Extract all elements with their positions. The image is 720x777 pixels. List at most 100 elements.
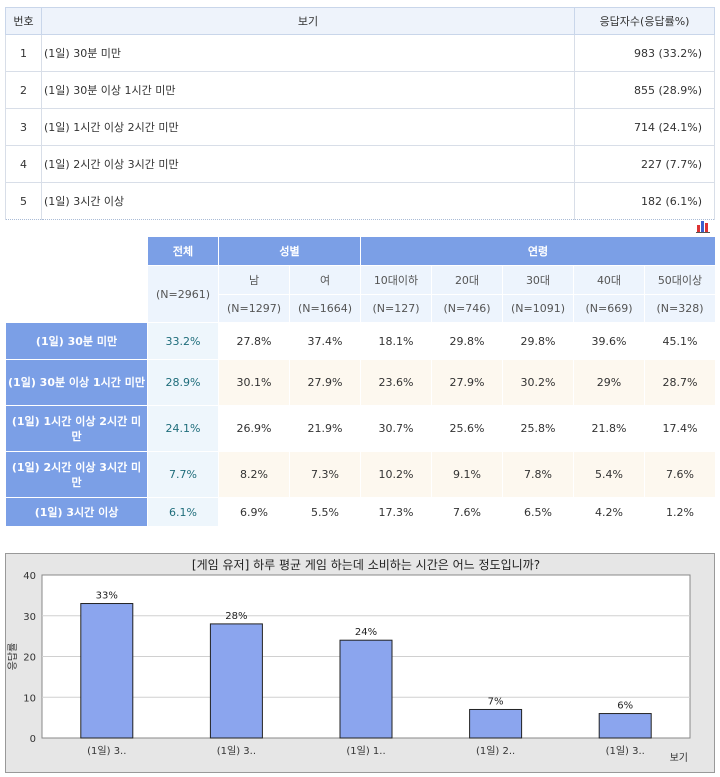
crosstab-cell: 18.1% [360,322,432,360]
crosstab-column-n: (N=1297) [218,294,290,323]
crosstab-cell: 30.2% [502,359,574,406]
row-option-label: (1일) 30분 이상 1시간 미만 [41,71,575,109]
crosstab-column-header: 30대 [502,265,574,295]
bar-chart: [게임 유저] 하루 평균 게임 하는데 소비하는 시간은 어느 정도입니까? 0… [5,553,715,773]
bar-chart-icon[interactable] [696,219,710,233]
chart-title: [게임 유저] 하루 평균 게임 하는데 소비하는 시간은 어느 정도입니까? [192,558,540,572]
bar-data-label: 33% [96,591,118,602]
crosstab-total-cell: 28.9% [147,359,219,406]
table-row: 3 (1일) 1시간 이상 2시간 미만 714 (24.1%) [5,108,715,146]
crosstab-cell: 7.8% [502,451,574,498]
crosstab-cell: 29% [573,359,645,406]
crosstab-cell: 29.8% [431,322,503,360]
crosstab-cell: 27.9% [431,359,503,406]
crosstab-row-label: (1일) 2시간 이상 3시간 미만 [5,451,148,498]
crosstab-column-header: 남 [218,265,290,295]
crosstab-cell: 17.4% [644,405,716,452]
bar-data-label: 6% [617,701,633,712]
row-response: 983 (33.2%) [574,34,715,72]
bar [469,708,523,739]
x-tick-label: (1일) 1.. [346,745,385,757]
y-axis-label: 응답률 [7,643,19,671]
header-count: 응답자수(응답률%) [574,7,715,35]
crosstab-column-n: (N=127) [360,294,432,323]
row-response: 182 (6.1%) [574,182,715,220]
bar-data-label: 7% [488,696,504,707]
crosstab-gender-header: 성별 [218,236,361,266]
crosstab-column-header: 50대이상 [644,265,716,295]
crosstab-row-label: (1일) 1시간 이상 2시간 미만 [5,405,148,452]
bar-data-label: 28% [225,611,247,622]
crosstab-cell: 5.4% [573,451,645,498]
table-row: 2 (1일) 30분 이상 1시간 미만 855 (28.9%) [5,71,715,109]
x-tick-label: (1일) 2.. [476,745,515,757]
bar [80,603,134,739]
crosstab-cell: 8.2% [218,451,290,498]
crosstab-cell: 25.6% [431,405,503,452]
header-no: 번호 [5,7,42,35]
crosstab-cell: 1.2% [644,497,716,527]
row-response: 227 (7.7%) [574,145,715,183]
crosstab-column-header: 여 [289,265,361,295]
crosstab-cell: 27.8% [218,322,290,360]
crosstab-column-n: (N=1664) [289,294,361,323]
crosstab-total-cell: 7.7% [147,451,219,498]
crosstab-age-header: 연령 [360,236,716,266]
crosstab-cell: 27.9% [289,359,361,406]
row-number: 5 [5,182,42,220]
crosstab-column-header: 20대 [431,265,503,295]
crosstab-cell: 30.7% [360,405,432,452]
bar [339,639,393,739]
crosstab-table: 전체 성별 연령 (N=2961) 남 여 10대이하 20대 30대 40대 50대이상 (N=12… [5,236,716,527]
crosstab-cell: 29.8% [502,322,574,360]
crosstab-cell: 17.3% [360,497,432,527]
crosstab-cell: 25.8% [502,405,574,452]
row-option-label: (1일) 30분 미만 [41,34,575,72]
y-tick-label: 30 [23,612,36,623]
x-axis-label: 보기 [670,752,688,764]
y-tick-label: 20 [23,653,36,664]
row-number: 1 [5,34,42,72]
crosstab-cell: 30.1% [218,359,290,406]
crosstab-cell: 4.2% [573,497,645,527]
y-tick-label: 0 [30,734,36,745]
crosstab-cell: 23.6% [360,359,432,406]
crosstab-row: (1일) 2시간 이상 3시간 미만 7.7% 8.2% 7.3% 10.2% 9.1% 7… [5,451,716,498]
crosstab-total-cell: 24.1% [147,405,219,452]
bar-chart-svg: [게임 유저] 하루 평균 게임 하는데 소비하는 시간은 어느 정도입니까? 0… [7,558,691,764]
table-row: 4 (1일) 2시간 이상 3시간 미만 227 (7.7%) [5,145,715,183]
crosstab-row-label: (1일) 3시간 이상 [5,497,148,527]
header-option: 보기 [41,7,575,35]
crosstab-cell: 37.4% [289,322,361,360]
crosstab-cell: 45.1% [644,322,716,360]
row-number: 3 [5,108,42,146]
table-row: 5 (1일) 3시간 이상 182 (6.1%) [5,182,715,220]
bar [209,623,263,739]
row-response: 855 (28.9%) [574,71,715,109]
y-tick-label: 40 [23,571,36,582]
crosstab-column-header: 10대이하 [360,265,432,295]
row-number: 2 [5,71,42,109]
crosstab-cell: 6.9% [218,497,290,527]
crosstab-column-n: (N=669) [573,294,645,323]
crosstab-row-label: (1일) 30분 이상 1시간 미만 [5,359,148,406]
crosstab-cell: 39.6% [573,322,645,360]
row-option-label: (1일) 2시간 이상 3시간 미만 [41,145,575,183]
crosstab-total-cell: 33.2% [147,322,219,360]
row-option-label: (1일) 3시간 이상 [41,182,575,220]
crosstab-total-header: 전체 [147,236,219,266]
response-table: 번호 보기 응답자수(응답률%) 1 (1일) 30분 미만 983 (33.2%)… [5,7,715,220]
row-option-label: (1일) 1시간 이상 2시간 미만 [41,108,575,146]
crosstab-row: (1일) 3시간 이상 6.1% 6.9% 5.5% 17.3% 7.6% 6.5% 4.2%… [5,497,716,527]
table-row: 1 (1일) 30분 미만 983 (33.2%) [5,34,715,72]
crosstab-cell: 7.6% [644,451,716,498]
bar [598,713,652,739]
crosstab-cell: 26.9% [218,405,290,452]
y-tick-label: 10 [23,693,36,704]
response-table-header: 번호 보기 응답자수(응답률%) [5,7,715,35]
crosstab-cell: 10.2% [360,451,432,498]
crosstab-column-header: 40대 [573,265,645,295]
crosstab-row: (1일) 1시간 이상 2시간 미만 24.1% 26.9% 21.9% 30.7% 25… [5,405,716,452]
crosstab-cell: 21.8% [573,405,645,452]
crosstab-cell: 7.3% [289,451,361,498]
